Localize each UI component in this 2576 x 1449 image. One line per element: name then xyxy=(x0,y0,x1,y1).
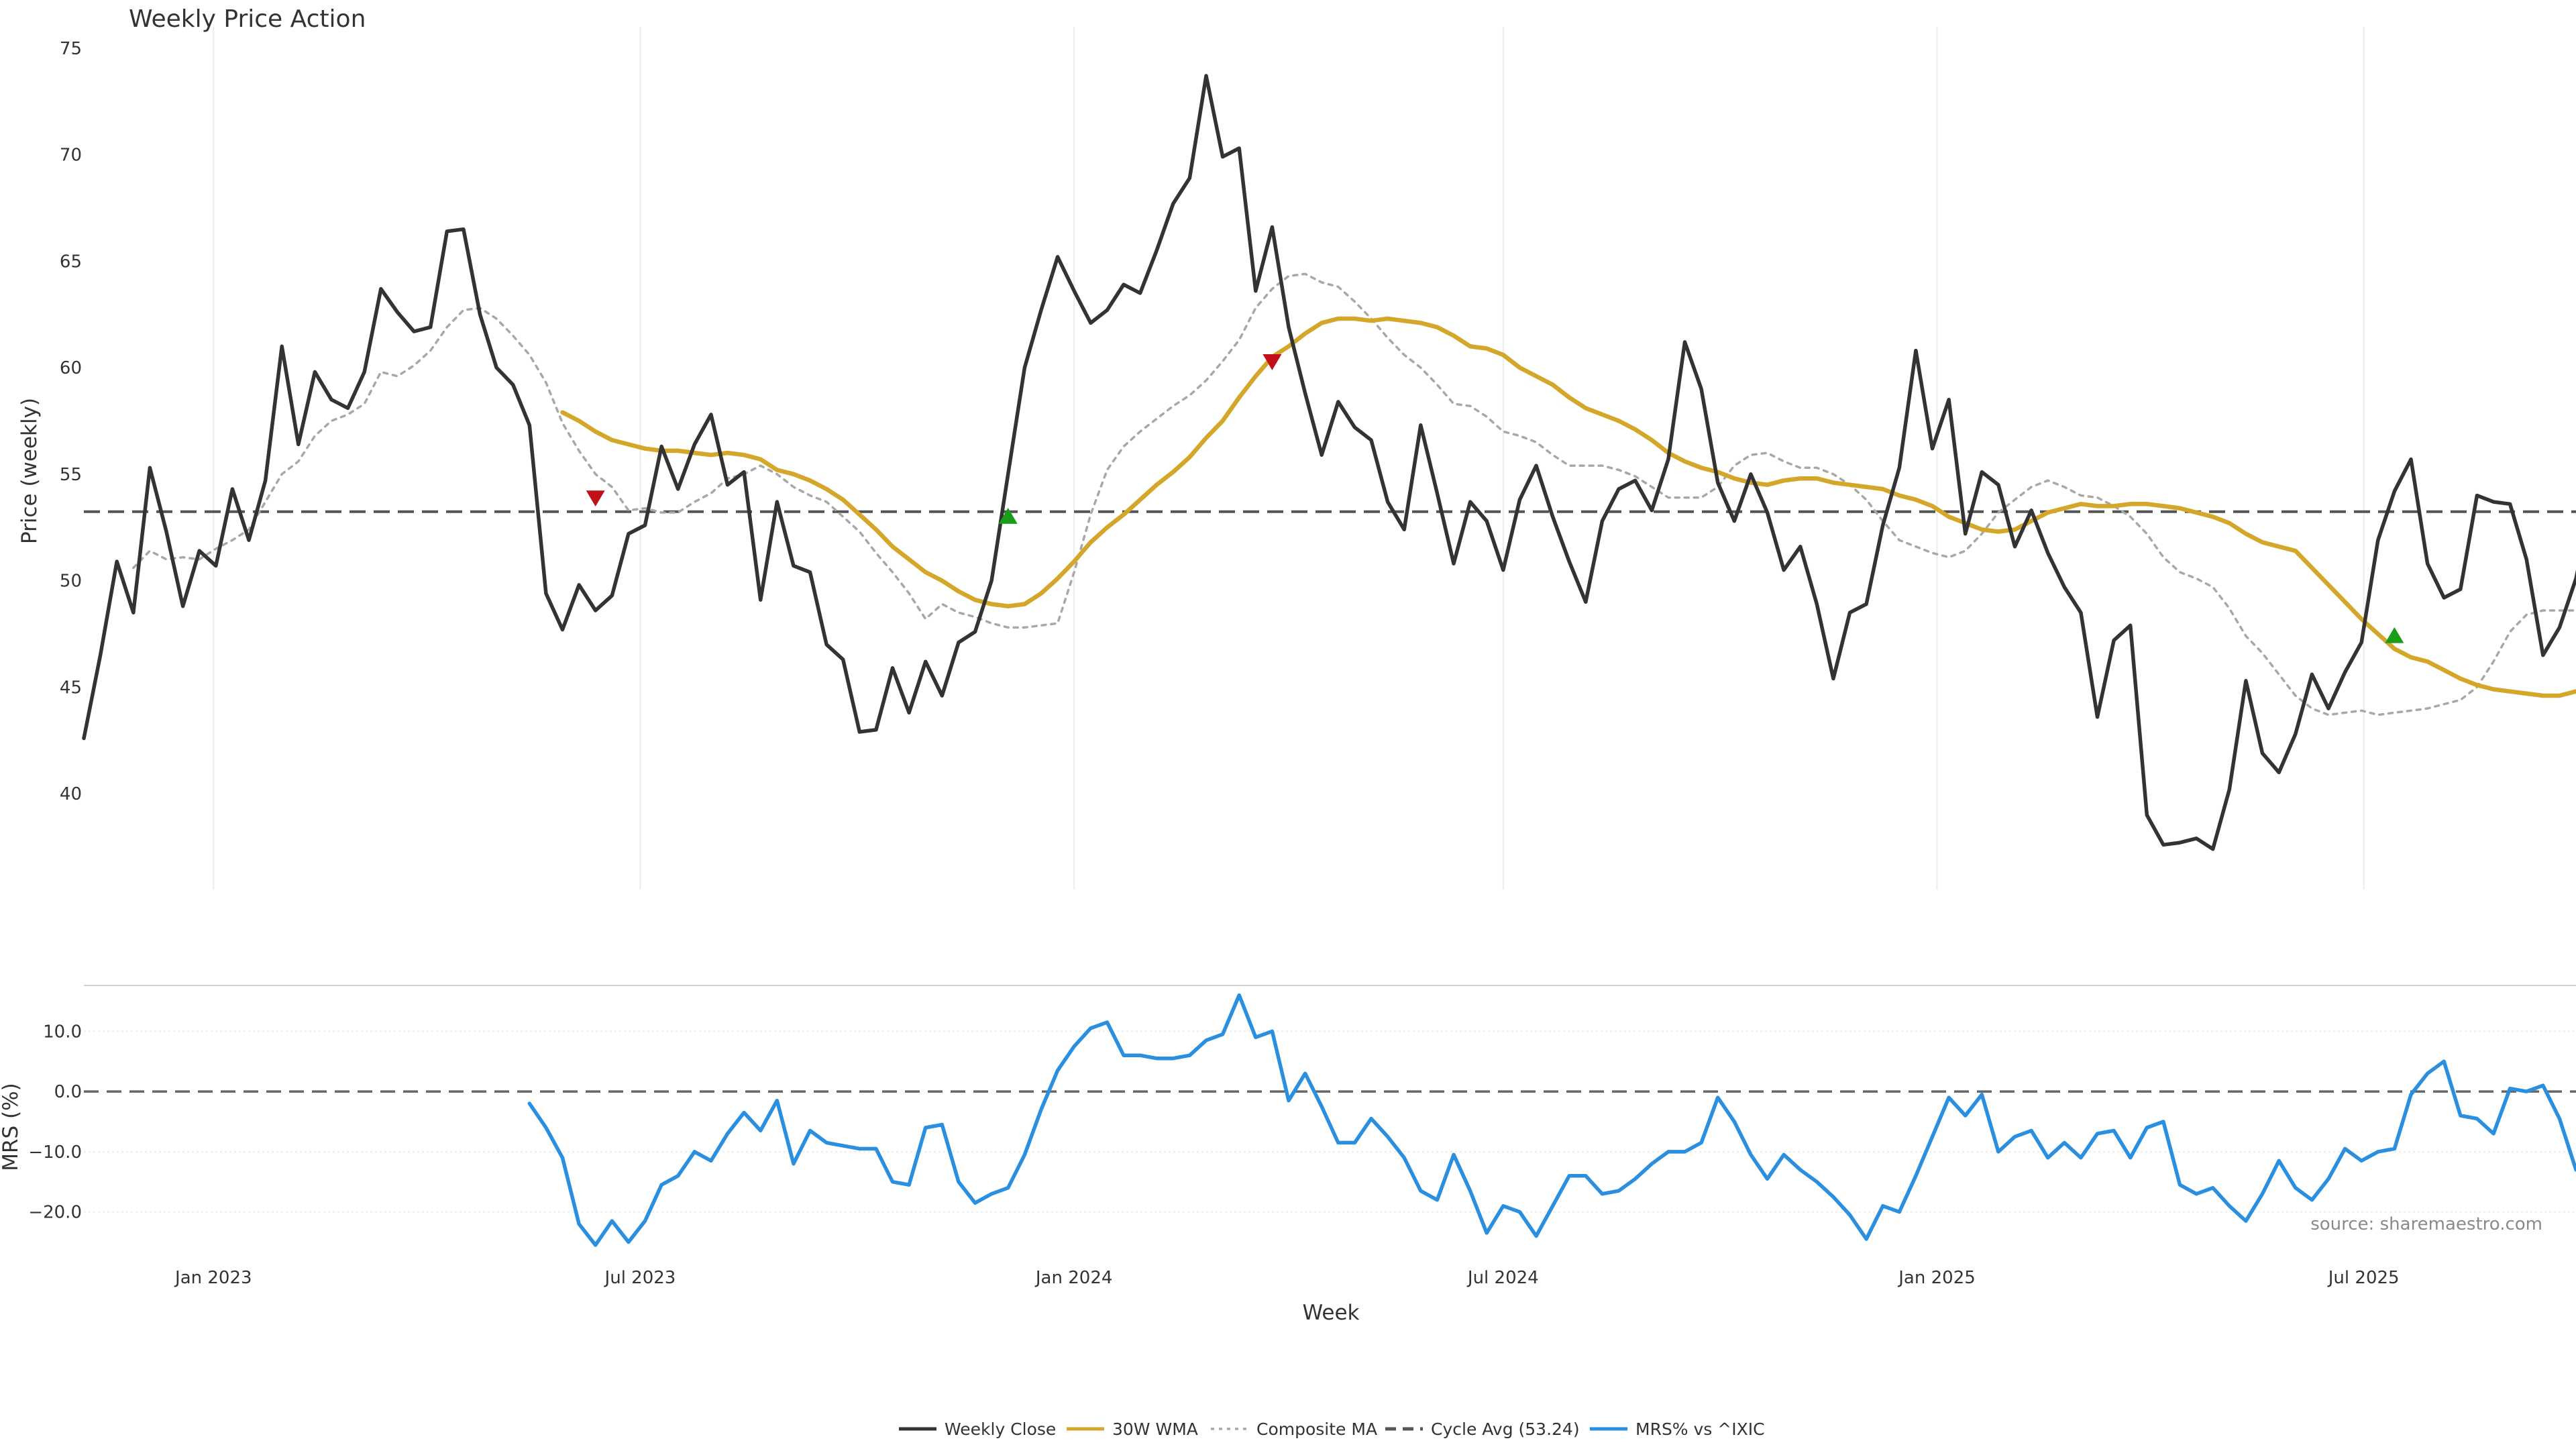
x-axis-label: Week xyxy=(1303,1301,1360,1325)
signal-marker-up-2 xyxy=(998,508,1018,524)
legend-entry-composite-ma: Composite MA xyxy=(1211,1419,1377,1439)
price-y-tick-65: 65 xyxy=(60,252,82,272)
signal-marker-down-3 xyxy=(1263,354,1282,370)
series-30w-wma xyxy=(560,316,2576,698)
mrs-gridlines xyxy=(84,1030,2576,1213)
mrs-y-tick-10: −10.0 xyxy=(28,1142,82,1163)
series-weekly-close xyxy=(82,74,2576,851)
mrs-y-tick-10: 10.0 xyxy=(43,1022,82,1042)
mrs-y-tick-20: −20.0 xyxy=(28,1203,82,1223)
x-tick-jul-2025: Jul 2025 xyxy=(2327,1268,2400,1288)
x-tick-jan-2024: Jan 2024 xyxy=(1034,1268,1113,1288)
legend-entry-mrs-vs-ixic: MRS% vs ^IXIC xyxy=(1590,1419,1765,1439)
price-y-tick-55: 55 xyxy=(60,465,82,485)
legend-label-30w-wma: 30W WMA xyxy=(1112,1419,1198,1439)
legend-label-composite-ma: Composite MA xyxy=(1256,1419,1377,1439)
series-mrs-vs-ixic xyxy=(527,993,2576,1247)
series-composite-ma xyxy=(132,272,2576,716)
price-gridlines xyxy=(213,27,2365,890)
mrs-y-axis-label: MRS (%) xyxy=(0,1083,23,1171)
price-y-tick-70: 70 xyxy=(60,146,82,166)
legend-label-weekly-close: Weekly Close xyxy=(945,1419,1056,1439)
signal-marker-up-4 xyxy=(2385,627,2404,643)
x-tick-jul-2023: Jul 2023 xyxy=(604,1268,676,1288)
price-y-axis-label: Price (weekly) xyxy=(17,398,42,544)
price-y-tick-40: 40 xyxy=(60,784,82,804)
legend-label-mrs-vs-ixic: MRS% vs ^IXIC xyxy=(1635,1419,1765,1439)
x-tick-jan-2025: Jan 2025 xyxy=(1897,1268,1976,1288)
price-y-tick-45: 45 xyxy=(60,678,82,698)
price-y-ticks: 40 45 50 55 60 65 70 75 xyxy=(60,39,82,804)
price-series xyxy=(82,74,2576,851)
price-y-tick-60: 60 xyxy=(60,358,82,378)
legend-entry-cycle-avg-53-24: Cycle Avg (53.24) xyxy=(1385,1419,1580,1439)
signal-marker-down-1 xyxy=(586,490,605,507)
signal-markers xyxy=(586,354,2404,643)
legend-entry-weekly-close: Weekly Close xyxy=(899,1419,1056,1439)
mrs-series xyxy=(527,993,2576,1247)
price-y-tick-75: 75 xyxy=(60,39,82,59)
legend: Weekly Close 30W WMA Composite MA Cycle Avg… xyxy=(899,1419,1765,1439)
mrs-y-tick-0: 0.0 xyxy=(54,1082,82,1102)
x-tick-jan-2023: Jan 2023 xyxy=(174,1268,252,1288)
price-y-tick-50: 50 xyxy=(60,572,82,592)
mrs-y-ticks: 10.0 0.0 −10.0 −20.0 xyxy=(28,1022,82,1222)
legend-label-cycle-avg-53-24: Cycle Avg (53.24) xyxy=(1431,1419,1580,1439)
chart-title: Weekly Price Action xyxy=(129,5,366,33)
legend-entry-30w-wma: 30W WMA xyxy=(1067,1419,1198,1439)
x-tick-jul-2024: Jul 2024 xyxy=(1466,1268,1539,1288)
x-axis-ticks: Jan 2023 Jul 2023 Jan 2024 Jul 2024 Jan 2025… xyxy=(174,1268,2400,1288)
source-credit: source: sharemaestro.com xyxy=(2310,1214,2542,1234)
